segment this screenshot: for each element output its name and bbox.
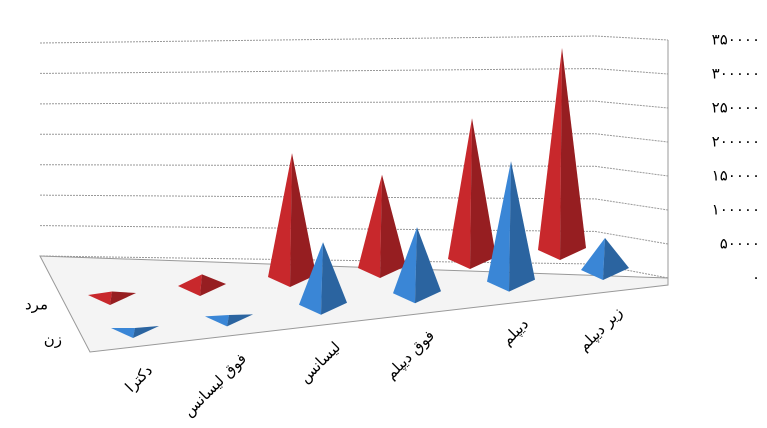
pyramid xyxy=(205,314,253,327)
pyramid-face-left xyxy=(581,238,605,280)
pyramid-face-left xyxy=(178,274,202,296)
pyramid xyxy=(581,238,629,280)
pyramid-face-left xyxy=(448,118,472,269)
pyramid-shade xyxy=(133,326,159,338)
pyramid-shade xyxy=(290,153,316,287)
pyramid xyxy=(88,291,136,305)
pyramid-shade xyxy=(560,48,586,260)
pyramid-face-right xyxy=(560,48,586,260)
pyramid xyxy=(299,242,347,315)
y-tick-label: ۲۵۰۰۰۰ xyxy=(712,99,760,117)
floor xyxy=(39,255,669,353)
y-tick-label: ۲۰۰۰۰۰ xyxy=(712,133,760,151)
pyramid-face-left xyxy=(88,291,112,305)
pyramid-shade xyxy=(470,118,496,269)
pyramid-face-right xyxy=(415,227,441,304)
pyramid-face-right xyxy=(470,118,496,269)
pyramid-face-right xyxy=(110,291,136,305)
pyramid-face-right xyxy=(321,242,347,315)
pyramid xyxy=(448,118,496,269)
grid-line xyxy=(39,68,669,75)
pyramid xyxy=(111,326,159,338)
plot xyxy=(88,48,629,338)
pyramid-face-right xyxy=(133,326,159,338)
grid-line xyxy=(39,194,669,211)
series-label: مرد xyxy=(25,296,48,314)
y-tick-label: ۱۵۰۰۰۰ xyxy=(712,167,760,185)
pyramid xyxy=(487,161,535,292)
pyramid-face-left xyxy=(111,327,135,338)
x-tick-label: فوق دیپلم xyxy=(382,326,439,383)
pyramid-face-right xyxy=(290,153,316,287)
x-tick-label: دیپلم xyxy=(498,315,533,350)
pyramid xyxy=(358,174,406,278)
y-tick-label: ۰ xyxy=(752,269,760,287)
grid-line xyxy=(39,100,669,109)
pyramid-face-right xyxy=(509,161,535,292)
pyramid-face-left xyxy=(487,161,511,292)
pyramid-face-left xyxy=(393,227,417,304)
y-tick-label: ۵۰۰۰۰ xyxy=(720,235,760,253)
x-tick-label: زیر دیپلم xyxy=(575,303,627,355)
grid-line xyxy=(39,164,669,177)
series-label: زن xyxy=(44,331,62,349)
pyramid-face-left xyxy=(299,242,323,315)
x-tick-label: لیسانس xyxy=(296,338,344,386)
pyramid-face-left xyxy=(538,48,562,260)
x-tick-label: دکترا xyxy=(122,361,157,396)
pyramid xyxy=(393,227,441,304)
pyramid-shade xyxy=(200,274,226,296)
pyramid-face-right xyxy=(380,174,406,278)
y-tick-label: ۱۰۰۰۰۰ xyxy=(712,201,760,219)
pyramid-shade xyxy=(415,227,441,304)
pyramid-face-left xyxy=(358,174,382,278)
y-tick-label: ۳۵۰۰۰۰ xyxy=(712,31,760,49)
pyramid-shade xyxy=(227,314,253,327)
pyramid-face-right xyxy=(200,274,226,296)
pyramid-shade xyxy=(509,161,535,292)
pyramid-shade xyxy=(603,238,629,280)
pyramid xyxy=(178,274,226,296)
pyramid xyxy=(268,153,316,287)
grid-line xyxy=(39,133,669,143)
pyramid-shade xyxy=(321,242,347,315)
pyramid-face-right xyxy=(603,238,629,280)
x-tick-label: فوق لیسانس xyxy=(180,350,250,420)
pyramid xyxy=(538,48,586,260)
grid-line xyxy=(39,35,669,44)
pyramid-face-left xyxy=(268,153,292,287)
pyramid-shade xyxy=(110,291,136,305)
pyramid-face-left xyxy=(205,315,229,327)
grid-line xyxy=(39,225,669,245)
pyramid-shade xyxy=(380,174,406,278)
y-tick-label: ۳۰۰۰۰۰ xyxy=(712,65,760,83)
pyramid-face-right xyxy=(227,314,253,327)
